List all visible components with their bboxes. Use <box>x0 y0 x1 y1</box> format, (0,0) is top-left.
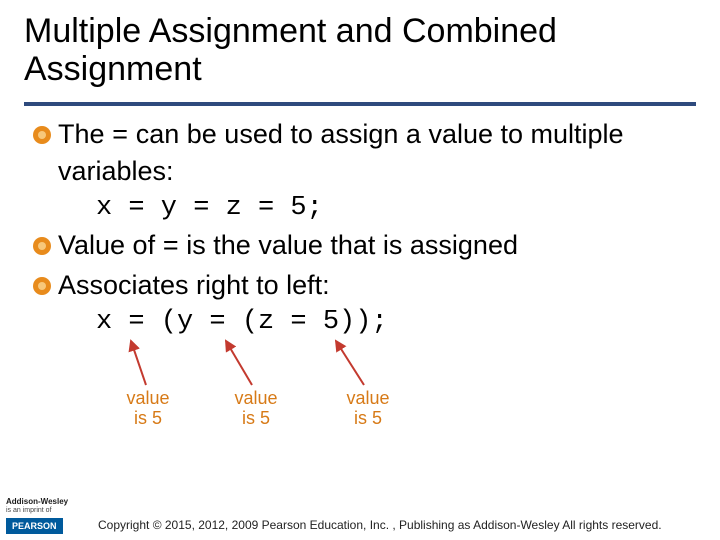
title-underline <box>24 102 696 108</box>
bullet-icon <box>32 276 52 296</box>
value-label-line: value <box>346 388 389 408</box>
bullet-icon <box>32 236 52 256</box>
bullet-2-text: Value of = is the value that is assigned <box>58 229 518 266</box>
value-label-line: value <box>126 388 169 408</box>
arrow-3 <box>326 337 386 387</box>
arrow-1 <box>116 337 166 387</box>
slide-title: Multiple Assignment and Combined Assignm… <box>24 12 696 88</box>
value-label-3: value is 5 <box>338 389 398 429</box>
addison-wesley-sub: is an imprint of <box>6 507 68 514</box>
code-line-2: x = (y = (z = 5)); <box>96 307 388 337</box>
arrow-2 <box>214 337 274 387</box>
bullet-3: Associates right to left: <box>32 269 696 303</box>
content-area: The = can be used to assign a value to m… <box>24 118 696 427</box>
pearson-logo: PEARSON <box>6 518 63 534</box>
diagram-area: x = (y = (z = 5)); value is 5 value is 5 <box>96 307 696 427</box>
copyright-text: Copyright © 2015, 2012, 2009 Pearson Edu… <box>98 518 662 532</box>
value-label-line: is 5 <box>242 408 270 428</box>
value-label-line: value <box>234 388 277 408</box>
bullet-1-text: The = can be used to assign a value to m… <box>58 118 696 189</box>
text-fragment: The <box>58 119 112 149</box>
bullet-2: Value of = is the value that is assigned <box>32 229 696 266</box>
value-label-line: is 5 <box>354 408 382 428</box>
bullet-icon <box>32 125 52 145</box>
addison-wesley-label: Addison-Wesley <box>6 497 68 506</box>
value-label-2: value is 5 <box>226 389 286 429</box>
text-fragment: can be used to assign a value to multipl… <box>58 119 624 186</box>
value-label-1: value is 5 <box>118 389 178 429</box>
bullet-1: The = can be used to assign a value to m… <box>32 118 696 189</box>
text-fragment: Value of <box>58 230 163 260</box>
text-fragment-code: = <box>163 233 179 263</box>
footer: Addison-Wesley is an imprint of PEARSON … <box>0 492 720 540</box>
value-label-line: is 5 <box>134 408 162 428</box>
code-line-1: x = y = z = 5; <box>96 193 696 223</box>
bullet-3-text: Associates right to left: <box>58 269 330 303</box>
slide: Multiple Assignment and Combined Assignm… <box>0 0 720 540</box>
text-fragment-code: = <box>112 122 128 152</box>
text-fragment: is the value that is assigned <box>179 230 518 260</box>
footer-logos: Addison-Wesley is an imprint of PEARSON <box>6 497 68 534</box>
